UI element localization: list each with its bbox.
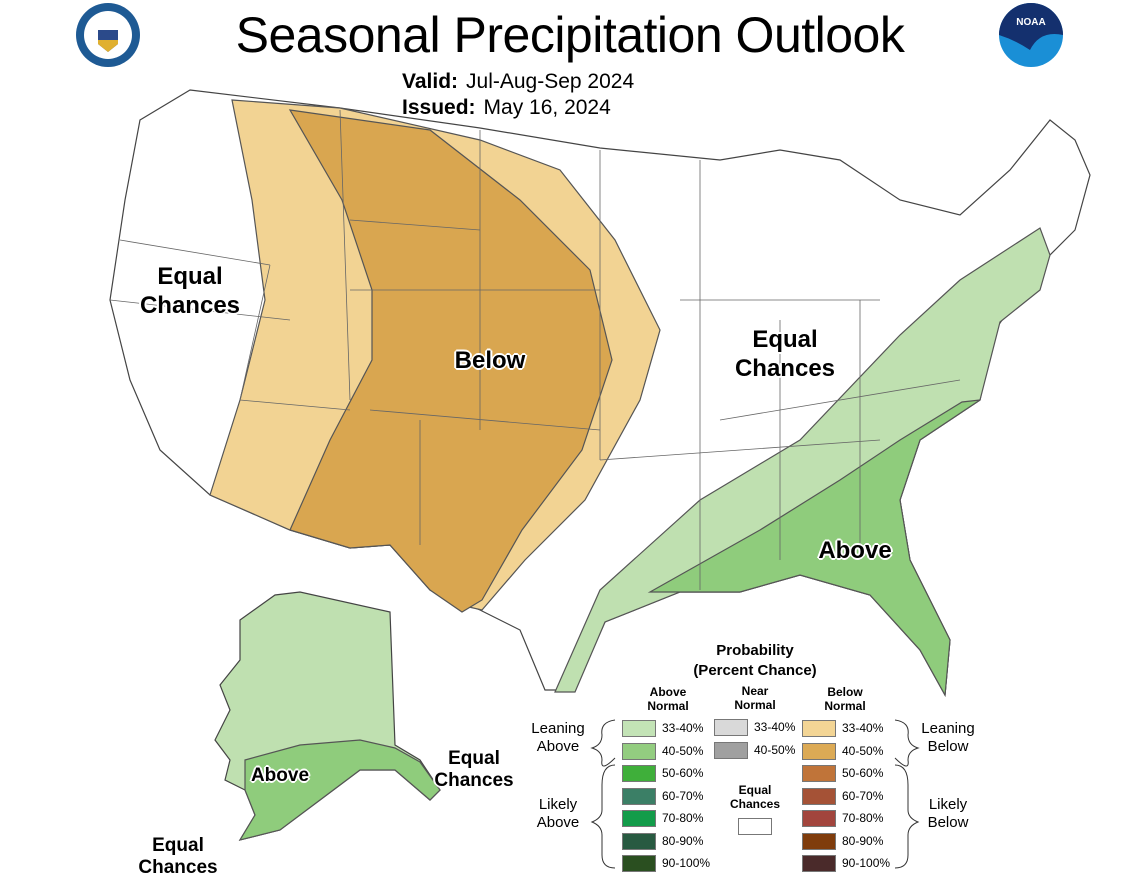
legend-swatch-below-1	[802, 742, 836, 760]
noaa-logo-text: NOAA	[1016, 17, 1045, 28]
map-label-below: Below	[454, 347, 526, 374]
legend-equal-chances-label: Equal Chances	[729, 783, 781, 811]
legend-swatch-below-2	[802, 765, 836, 782]
legend-swatch-above-2	[622, 765, 656, 782]
map-label-east-equal-chances: Equal Chances	[734, 326, 836, 382]
above-40-50-region	[647, 399, 981, 697]
page-title: Seasonal Precipitation Outlook	[235, 7, 905, 63]
issued-label: Issued:	[402, 96, 476, 119]
below-40-50-region	[288, 109, 613, 613]
map-label-west-equal-chances: Equal Chances	[139, 263, 241, 319]
alaska-outline	[214, 591, 441, 841]
alaska-above-40-50-region	[238, 739, 441, 841]
probability-legend: Probability (Percent Chance) Above Norma…	[520, 640, 990, 880]
legend-range-above-6: 90-100%	[662, 856, 711, 870]
state-boundaries	[109, 109, 961, 590]
legend-swatch-below-0	[802, 720, 836, 737]
legend-swatch-below-4	[802, 810, 836, 827]
legend-swatch-below-5	[802, 832, 836, 850]
map-label-above: Above	[818, 537, 892, 564]
legend-near-header: Near Normal	[734, 684, 776, 712]
legend-range-below-6: 90-100%	[842, 856, 891, 870]
legend-swatch-near-0	[714, 719, 748, 736]
legend-range-above-4: 70-80%	[662, 811, 704, 825]
legend-swatch-above-4	[622, 810, 656, 827]
valid-line: Valid: Jul-Aug-Sep 2024	[402, 70, 634, 94]
legend-range-above-1: 40-50%	[662, 743, 704, 758]
legend-range-below-0: 33-40%	[842, 721, 884, 735]
legend-range-below-4: 70-80%	[842, 811, 884, 825]
legend-swatch-below-3	[802, 787, 836, 805]
legend-leaning-below: Leaning Below	[921, 720, 975, 755]
legend-range-below-2: 50-60%	[842, 766, 884, 780]
legend-range-above-5: 80-90%	[662, 833, 704, 848]
valid-value: Jul-Aug-Sep 2024	[466, 70, 635, 93]
legend-likely-below: Likely Below	[927, 796, 969, 831]
legend-above-header: Above Normal	[647, 685, 689, 713]
legend-likely-above: Likely Above	[536, 796, 580, 831]
legend-subtitle: (Percent Chance)	[693, 662, 817, 679]
legend-range-above-3: 60-70%	[662, 788, 704, 803]
legend-swatch-above-6	[622, 855, 656, 872]
legend-range-above-0: 33-40%	[662, 721, 704, 735]
legend-swatch-above-1	[622, 742, 656, 760]
legend-below-header: Below Normal	[824, 685, 866, 713]
legend-range-below-1: 40-50%	[842, 743, 884, 758]
map-label-alaska-above: Above	[250, 765, 310, 786]
map-label-alaska-east-equal-chances: Equal Chances	[434, 748, 514, 791]
legend-swatch-above-5	[622, 832, 656, 850]
issued-value: May 16, 2024	[483, 96, 611, 119]
legend-range-below-5: 80-90%	[842, 833, 884, 848]
issued-line: Issued: May 16, 2024	[402, 96, 611, 120]
legend-title: Probability	[716, 642, 794, 659]
legend-range-above-2: 50-60%	[662, 766, 704, 780]
legend-range-near-1: 40-50%	[754, 742, 796, 757]
commerce-seal-logo	[76, 3, 140, 67]
valid-label: Valid:	[402, 70, 459, 93]
legend-swatch-equal-chances	[738, 818, 772, 835]
legend-swatch-near-1	[714, 741, 748, 759]
map-label-alaska-southwest-equal-chances: Equal Chances	[138, 835, 218, 878]
legend-swatch-above-3	[622, 787, 656, 805]
legend-braces	[590, 719, 920, 869]
legend-swatch-below-6	[802, 855, 836, 872]
legend-range-near-0: 33-40%	[754, 720, 796, 734]
noaa-logo: NOAA	[999, 3, 1063, 67]
legend-range-below-3: 60-70%	[842, 788, 884, 803]
legend-swatch-above-0	[622, 720, 656, 737]
legend-leaning-above: Leaning Above	[531, 720, 585, 755]
